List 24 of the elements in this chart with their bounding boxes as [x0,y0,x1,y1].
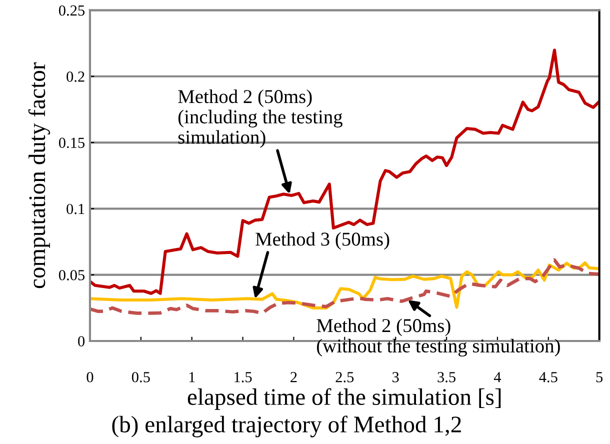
y-tick-label: 0.05 [58,270,85,280]
x-tick-label: 0 [86,372,94,382]
x-tick-label: 3 [392,372,399,382]
x-tick-label: 1 [189,372,195,382]
x-tick-label: 2 [290,372,297,382]
y-tick-label: 0.15 [58,138,85,148]
annotation: Method 3 (50ms) [256,232,390,250]
x-tick-label: 4.5 [539,372,558,382]
x-tick-label: 0.5 [132,372,150,382]
text: (b) enlarged trajectory of Method 1,2 [112,416,461,438]
x-tick-label: 4 [494,372,502,382]
y-tick-label: 0.1 [66,204,84,214]
x-tick-label: 5 [596,372,603,382]
y-axis-title: computation duty factor [28,62,50,288]
y-tick-label: 0.25 [58,5,85,16]
x-axis-title: elapsed time of the simulation [s] [188,388,501,410]
x-tick-label: 1.5 [234,372,252,382]
y-tick-label: 0 [78,336,85,346]
x-tick-label: 3.5 [438,372,456,382]
y-tick-label: 0.2 [66,72,84,82]
annotation: Method 2 (50ms) (without the testing simulation) [316,318,560,357]
annotation: Method 2 (50ms) (including the testing simulation) [178,89,342,148]
x-tick-label: 2.5 [336,372,354,382]
line-series [90,48,600,295]
